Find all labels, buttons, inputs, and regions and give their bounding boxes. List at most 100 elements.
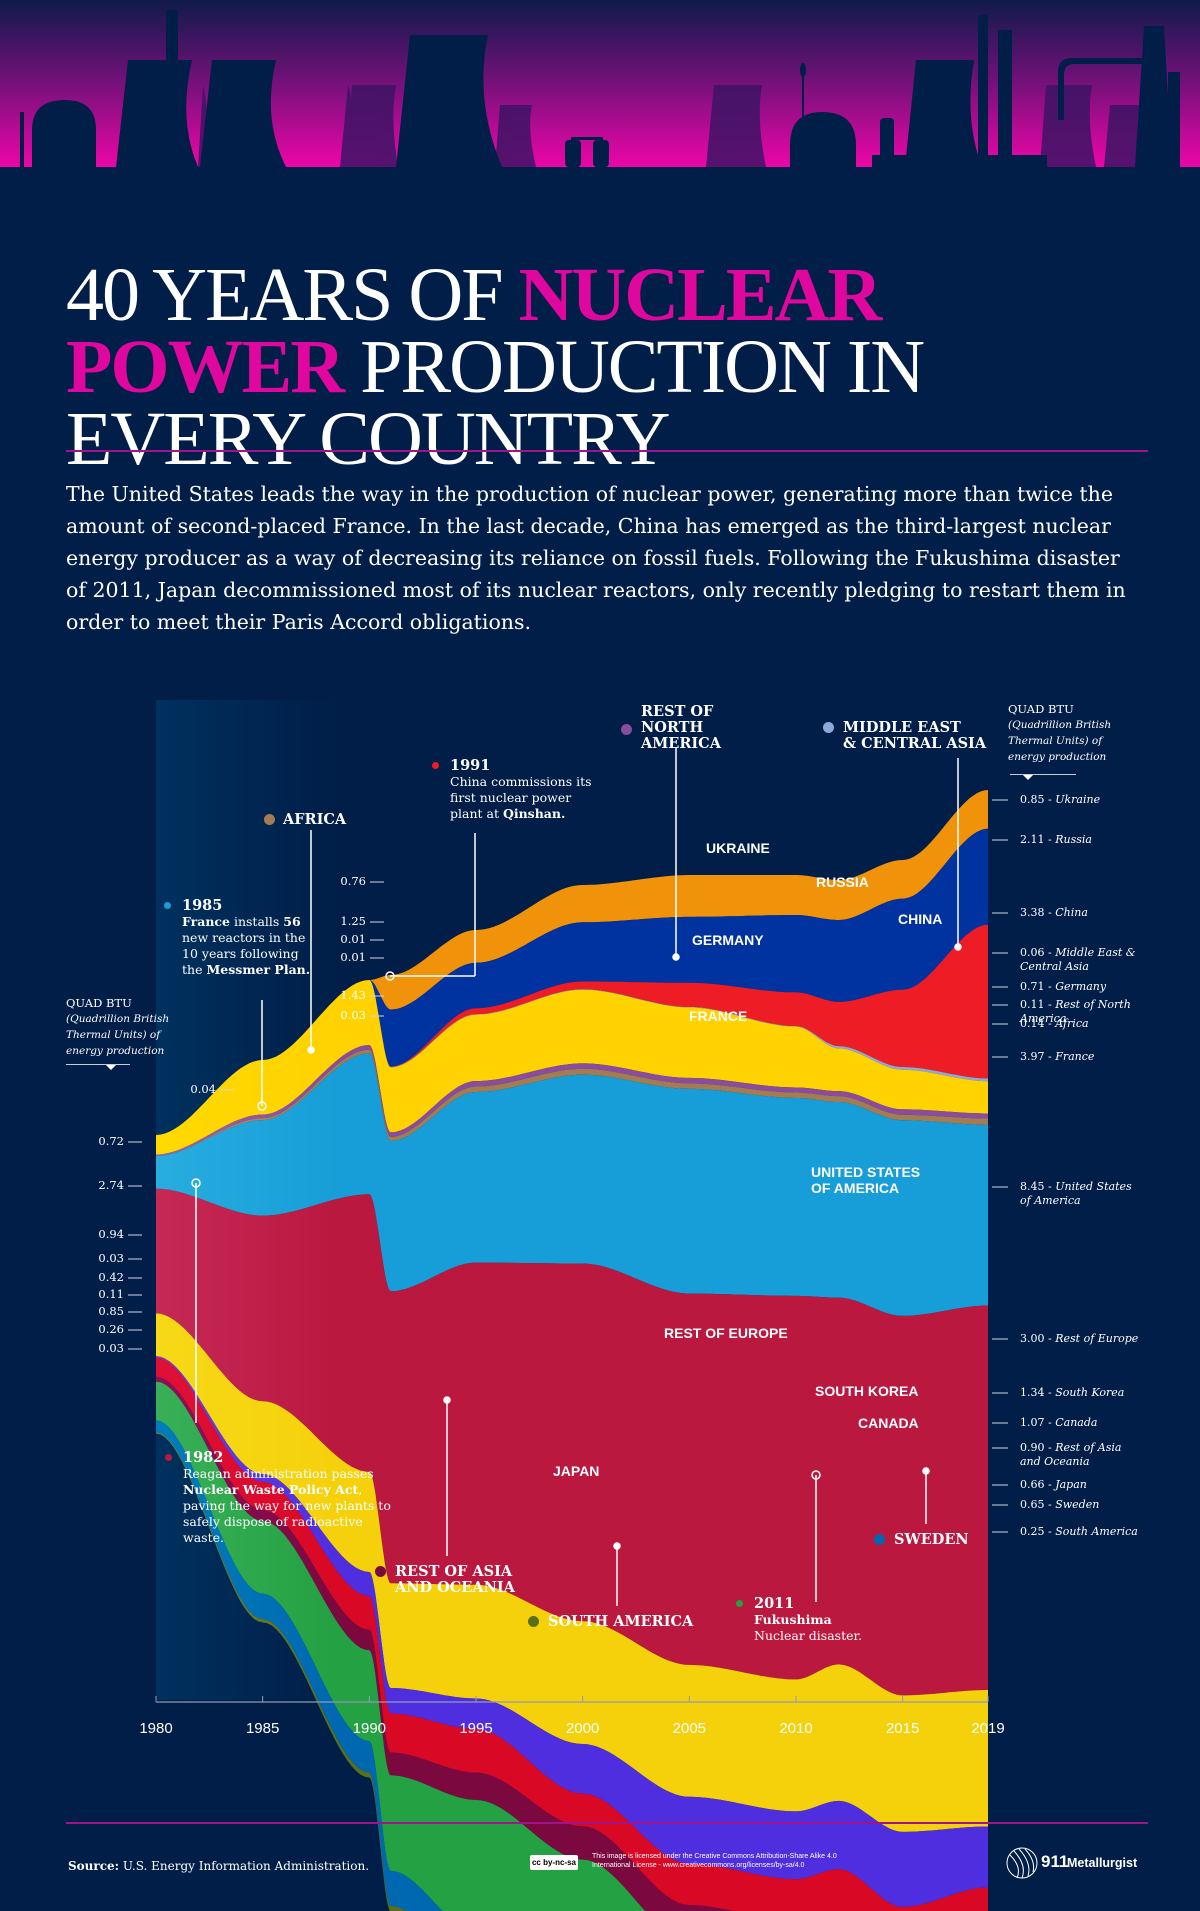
left-unit-label: QUAD BTU (Quadrillion British Thermal Un… — [66, 996, 186, 1059]
annotation-text: Reagan administration passes Nuclear Was… — [183, 1466, 391, 1545]
callout-text: & CENTRAL ASIA — [843, 735, 987, 752]
right-value-label: 3.00 - Rest of Europe — [1020, 1332, 1138, 1346]
value: 3.00 — [1020, 1332, 1045, 1345]
industrial-skyline-banner — [0, 0, 1200, 180]
band-label-france: FRANCE — [689, 1008, 748, 1024]
band-label-germany: GERMANY — [692, 932, 764, 948]
arrow-down-icon — [1023, 775, 1033, 780]
left-value-label: 0.42 — [98, 1270, 124, 1284]
left-value-label: 0.72 — [98, 1134, 124, 1148]
right-value-label: 0.25 - South America — [1020, 1525, 1138, 1539]
callout-text: AMERICA — [641, 735, 721, 752]
title-part: PRODUCTION IN — [343, 324, 925, 409]
separator: - — [1044, 1441, 1056, 1454]
separator: - — [1044, 906, 1056, 919]
event-dot — [164, 902, 171, 909]
series-name: Africa — [1055, 1017, 1089, 1030]
left-value-label: 0.85 — [98, 1304, 124, 1318]
series-name: Canada — [1055, 1416, 1098, 1429]
leader-marker — [811, 1470, 821, 1480]
unit-description: (Quadrillion British Thermal Units) of e… — [1008, 719, 1112, 763]
leader-marker — [613, 1542, 621, 1550]
leader-marker — [954, 943, 962, 951]
creative-commons-badge: cc by-nc-sa — [530, 1855, 578, 1870]
left-value-label: 0.01 — [340, 932, 366, 946]
left-value-label: 0.76 — [340, 874, 366, 888]
separator: - — [1044, 1180, 1056, 1193]
right-value-label: 8.45 - United States of America — [1020, 1180, 1140, 1208]
left-value-label: 2.74 — [98, 1178, 124, 1192]
separator: - — [1044, 1478, 1056, 1491]
page-title: 40 YEARS OF NUCLEAR POWER PRODUCTION IN … — [66, 257, 1166, 477]
left-value-label: 1.43 — [340, 988, 366, 1002]
separator: - — [1044, 1017, 1056, 1030]
callout-text: REST OF ASIA — [395, 1563, 513, 1580]
band-label-rest-of-europe: REST OF EUROPE — [664, 1325, 788, 1341]
band-label-usa-line2: OF AMERICA — [811, 1180, 900, 1196]
right-unit-label: QUAD BTU (Quadrillion British Thermal Un… — [1008, 702, 1128, 765]
value: 8.45 — [1020, 1180, 1045, 1193]
band-label-russia: RUSSIA — [816, 874, 869, 890]
right-value-label: 2.11 - Russia — [1020, 833, 1092, 847]
intro-paragraph: The United States leads the way in the p… — [66, 482, 1126, 634]
separator: - — [1044, 1050, 1056, 1063]
callout-rest-of-asia: REST OF ASIA AND OCEANIA — [375, 1563, 515, 1596]
separator: - — [1044, 1416, 1056, 1429]
brand-logo: 911 Metallurgist — [1005, 1845, 1155, 1881]
separator: - — [1044, 793, 1056, 806]
x-tick-label: 1995 — [459, 1720, 493, 1737]
annotation-text: France installs 56 new reactors in the 1… — [182, 914, 311, 977]
x-tick-label: 1980 — [139, 1720, 173, 1737]
leader-marker — [922, 1467, 930, 1475]
logo-number: 911 — [1041, 1852, 1069, 1871]
separator: - — [1044, 946, 1056, 959]
series-name: Rest of Asia and Oceania — [1020, 1441, 1122, 1468]
left-value-label: 1.25 — [340, 914, 366, 928]
legend-dot-sweden — [874, 1534, 885, 1545]
series-name: Rest of Europe — [1055, 1332, 1139, 1345]
x-tick-label: 1990 — [352, 1720, 387, 1737]
legend-dot-middle-east — [823, 722, 834, 733]
leader-marker — [191, 1178, 201, 1188]
band-ukraine — [156, 790, 988, 1135]
band-canada — [156, 1357, 988, 1911]
x-tick-label: 2019 — [971, 1720, 1005, 1737]
separator: - — [1044, 980, 1056, 993]
band-label-usa-line1: UNITED STATES — [811, 1164, 921, 1180]
title-highlight: POWER — [66, 324, 345, 409]
series-name: South Korea — [1055, 1386, 1125, 1399]
callout-middle-east: MIDDLE EAST & CENTRAL ASIA — [823, 719, 987, 752]
value: 0.71 — [1020, 980, 1045, 993]
title-part: 40 YEARS OF — [66, 252, 519, 337]
annotation-text: Fukushima Nuclear disaster. — [754, 1612, 863, 1643]
left-value-label: 0.11 — [98, 1287, 124, 1301]
band-label-south-korea: SOUTH KOREA — [815, 1383, 919, 1399]
value: 0.90 — [1020, 1441, 1045, 1454]
value: 2.11 — [1020, 833, 1045, 846]
leader-marker — [307, 1046, 315, 1054]
annotation-1982: 1982 Reagan administration passes Nuclea… — [165, 1449, 398, 1546]
series-name: Rest of North America — [1020, 998, 1131, 1025]
source-credit: Source: U.S. Energy Information Administ… — [68, 1859, 369, 1873]
globe-logo-icon — [1006, 1847, 1038, 1879]
band-south-korea — [156, 1356, 988, 1907]
right-value-label: 0.06 - Middle East & Central Asia — [1020, 946, 1140, 974]
value: 0.11 — [1020, 998, 1045, 1011]
left-value-label: 0.04 — [190, 1082, 216, 1096]
right-value-label: 0.85 - Ukraine — [1020, 793, 1100, 807]
license-text[interactable]: This image is licensed under the Creativ… — [592, 1853, 837, 1869]
callout-text: MIDDLE EAST — [843, 719, 961, 736]
legend-dot-rest-of-north-america — [621, 724, 632, 735]
title-divider — [66, 450, 1148, 452]
annotation-year: 1991 — [450, 757, 491, 774]
value: 1.07 — [1020, 1416, 1045, 1429]
x-tick-label: 2000 — [565, 1720, 600, 1737]
right-value-label: 0.11 - Rest of North America — [1020, 998, 1140, 1026]
annotation-year: 1982 — [183, 1449, 224, 1466]
right-value-label: 0.14 - Africa — [1020, 1017, 1089, 1031]
band-rest-north-america — [156, 1045, 988, 1156]
x-tick-label: 2005 — [672, 1720, 707, 1737]
callout-text: REST OF — [641, 703, 714, 720]
leader-marker — [443, 1396, 451, 1404]
